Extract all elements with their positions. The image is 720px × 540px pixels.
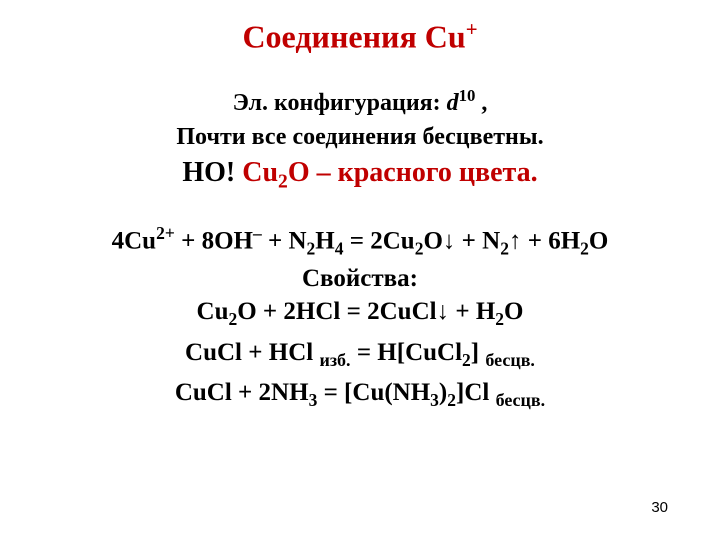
title-element: Cu [425,19,466,55]
eq1-p5: = 2Cu [343,227,414,254]
slide-title: Соединения Cu+ [40,18,680,56]
eq4-p3: ) [439,379,447,406]
eq2-p3: O [504,298,523,325]
but-word: НО! [182,157,242,188]
equation-block: 4Cu2+ + 8OH– + N2H4 = 2Cu2O↓ + N2↑ + 6H2… [40,220,680,415]
eq2-sub1: 2 [228,309,237,329]
equation-3: CuCl + HCl изб. = H[CuCl2] бесцв. [40,334,680,375]
but-cu: Cu [242,157,278,188]
eq1-p1: 4Cu [112,227,156,254]
but-tail: – красного цвета. [310,157,538,188]
eq4-p2: = [Cu(NH [317,379,430,406]
eq2-p2: O + 2HCl = 2CuCl↓ + H [237,298,495,325]
eq3-p3: ] [471,339,486,366]
eq4-p1: CuCl + 2NH [175,379,309,406]
eq4-lbl1: бесцв. [496,390,546,410]
electron-config-line: Эл. конфигурация: d10 , [40,84,680,121]
eq1-sup1: 2+ [156,223,175,243]
eq1-sup2: – [253,223,262,243]
but-sub: 2 [278,172,288,193]
properties-title: Свойства: [40,265,680,293]
title-charge: + [466,18,478,41]
page-number: 30 [651,499,668,516]
eq1-sub1: 2 [307,238,316,258]
eq3-lbl2: бесцв. [485,350,535,370]
eq1-p3: + N [262,227,307,254]
eq1-p4: H [315,227,334,254]
config-label: Эл. конфигурация: [233,90,447,116]
eq3-p2: = H[CuCl [351,339,462,366]
eq1-sub4: 2 [500,238,509,258]
eq4-sub1: 3 [309,390,318,410]
equation-4: CuCl + 2NH3 = [Cu(NH3)2]Cl бесцв. [40,374,680,415]
but-o: O [288,157,310,188]
eq1-sub5: 2 [580,238,589,258]
equation-1: 4Cu2+ + 8OH– + N2H4 = 2Cu2O↓ + N2↑ + 6H2… [40,220,680,262]
config-orbital-power: 10 [459,86,476,105]
eq1-p8: O [589,227,608,254]
eq1-p2: + 8OH [175,227,253,254]
colorless-line: Почти все соединения бесцветны. [40,120,680,155]
eq1-p7: ↑ + 6H [509,227,580,254]
title-prefix: Соединения [242,19,424,55]
eq2-sub2: 2 [495,309,504,329]
config-tail: , [475,90,487,116]
eq4-sub3: 2 [447,390,456,410]
eq1-p6: O↓ + N [423,227,500,254]
but-formula: Cu2O – красного цвета. [242,157,537,188]
eq3-sub1: 2 [462,350,471,370]
config-orbital-letter: d [447,90,459,116]
eq2-p1: Cu [197,298,229,325]
eq4-p4: ]Cl [456,379,496,406]
but-line: НО! Cu2O – красного цвета. [40,157,680,194]
eq3-p1: CuCl + HCl [185,339,319,366]
slide: Соединения Cu+ Эл. конфигурация: d10 , П… [0,0,720,540]
eq3-lbl1: изб. [319,350,350,370]
equation-2: Cu2O + 2HCl = 2CuCl↓ + H2O [40,293,680,333]
eq4-sub2: 3 [430,390,439,410]
